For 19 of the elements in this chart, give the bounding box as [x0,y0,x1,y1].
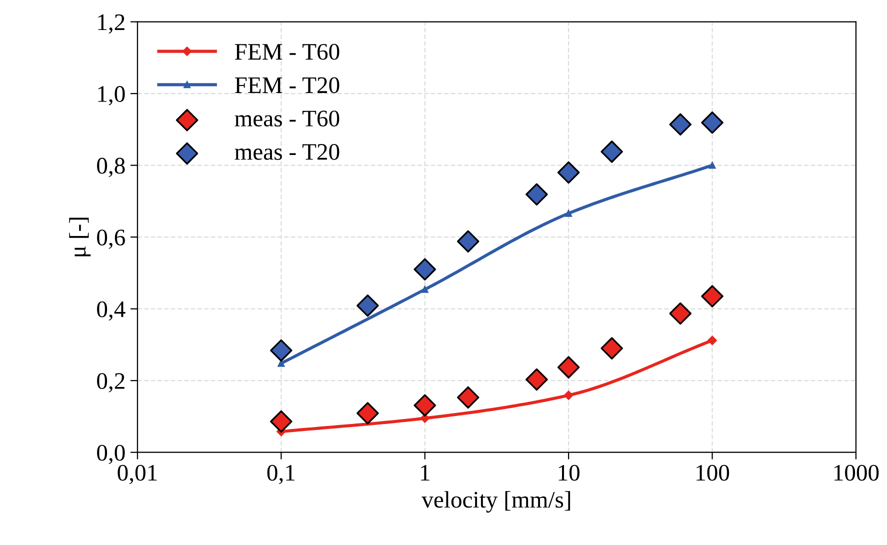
y-tick-label: 0,6 [97,230,125,249]
x-tick-label: 10 [558,464,580,481]
x-tick-label: 0,1 [267,464,295,484]
legend-label: FEM - T60 [234,44,340,60]
x-tick-label: 1 [421,464,430,481]
y-tick-label: 1,0 [98,86,125,106]
y-tick-label: 0,8 [97,158,125,178]
y-tick-label: 0,0 [97,444,125,464]
legend-label: meas - T20 [234,144,340,160]
y-axis-title: μ [-] [69,218,91,256]
legend-label: FEM - T20 [234,77,340,94]
x-tick-label: 100 [696,464,730,481]
y-tick-label: 0,4 [97,301,126,321]
y-tick-label: 0,2 [97,373,124,392]
legend-label: meas - T60 [234,110,340,127]
x-tick-label: 1000 [834,464,879,481]
x-axis-title: velocity [mm/s] [422,491,570,513]
y-tick-label: 1,2 [98,14,124,34]
x-tick-label: 0,01 [118,464,157,484]
